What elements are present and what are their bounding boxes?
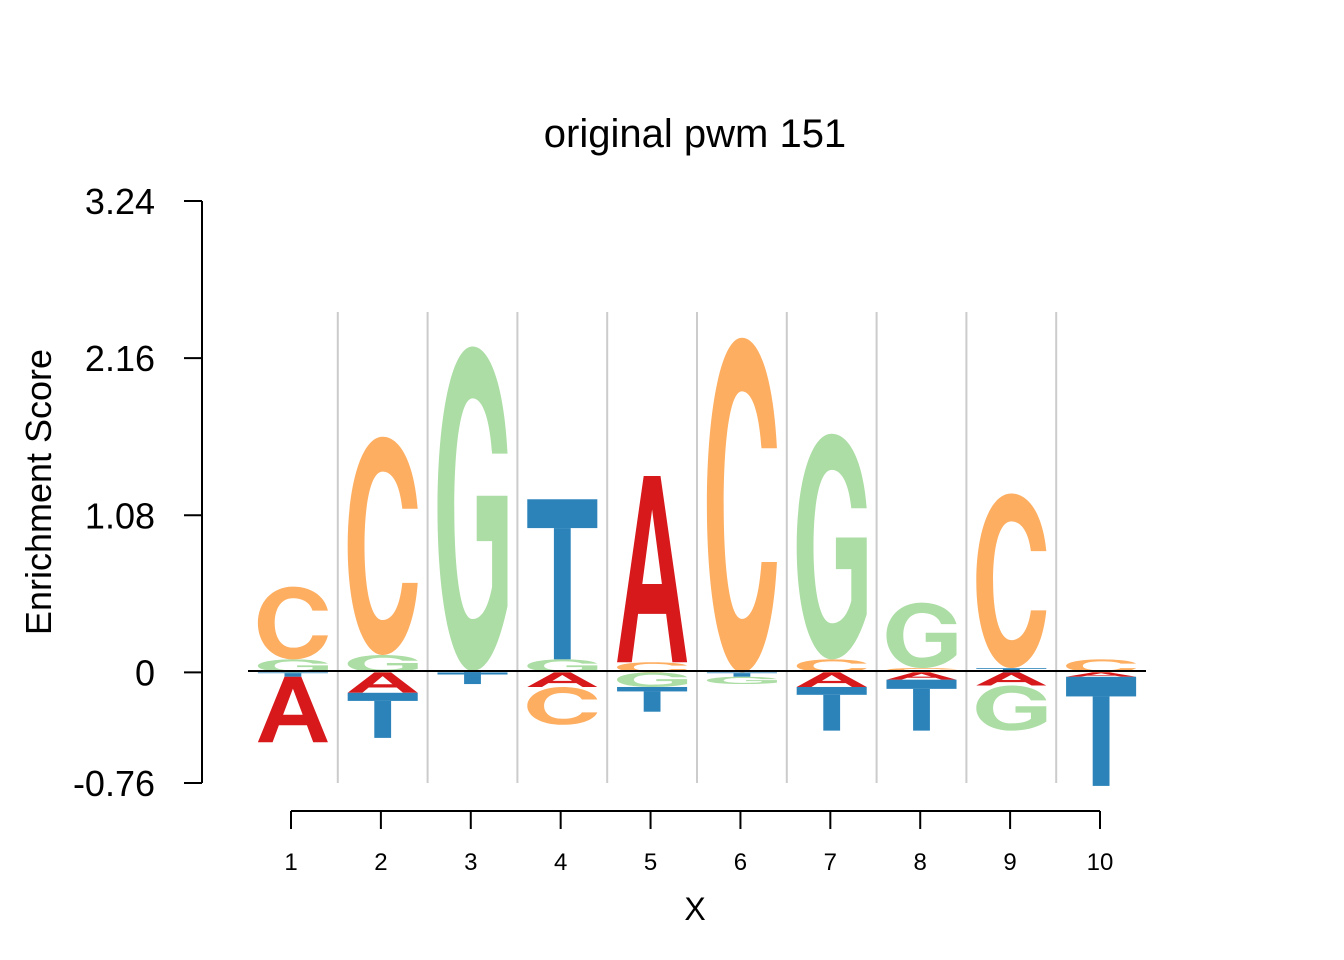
letter-G	[437, 346, 508, 671]
y-axis: 3.24 2.16 1.08 0 -0.76	[73, 181, 203, 804]
x-axis-label: X	[684, 891, 705, 927]
y-tick-label: 0	[135, 652, 155, 693]
letter-A	[617, 475, 688, 663]
letter-T	[257, 672, 328, 677]
letter-G	[886, 602, 957, 669]
x-tick-label: 2	[374, 849, 387, 876]
letter-A	[347, 672, 418, 693]
y-tick-label: 2.16	[85, 338, 155, 379]
letter-G	[347, 654, 418, 673]
letter-T	[1066, 676, 1137, 786]
letter-T	[437, 672, 508, 685]
letter-C	[347, 436, 418, 655]
y-tick-label: -0.76	[73, 763, 155, 804]
letter-G	[617, 672, 688, 687]
letter-T	[617, 686, 688, 712]
letter-T	[796, 686, 867, 731]
x-tick-label: 7	[824, 849, 837, 876]
letter-C	[527, 686, 598, 725]
letter-G	[706, 676, 777, 685]
column-separators	[336, 312, 1058, 783]
letter-T	[527, 499, 598, 660]
letter-G	[796, 433, 867, 660]
letter-C	[796, 659, 867, 673]
x-tick-label: 10	[1087, 849, 1114, 876]
letter-C	[706, 337, 777, 673]
letter-A	[796, 672, 867, 687]
letter-C	[257, 586, 328, 660]
x-tick-label: 1	[284, 849, 297, 876]
letter-G	[976, 685, 1047, 731]
letter-C	[617, 662, 688, 673]
x-tick-label: 6	[734, 849, 747, 876]
x-tick-label: 4	[554, 849, 567, 876]
letter-G	[527, 659, 598, 673]
x-tick-label: 5	[644, 849, 657, 876]
y-axis-label: Enrichment Score	[18, 349, 59, 635]
y-tick-label: 3.24	[85, 181, 155, 222]
letter-C	[1066, 659, 1137, 673]
letter-T	[886, 679, 957, 731]
chart-title: original pwm 151	[544, 112, 846, 156]
letter-A	[976, 672, 1047, 686]
x-tick-label: 8	[914, 849, 927, 876]
logo-columns	[257, 337, 1137, 786]
letter-G	[257, 659, 328, 673]
letter-A	[527, 672, 598, 687]
x-axis: 1 2 3 4 5 6 7 8 9 10	[284, 810, 1114, 876]
letter-A	[886, 672, 957, 680]
letter-T	[347, 692, 418, 738]
letter-C	[976, 493, 1047, 669]
x-tick-label: 9	[1003, 849, 1016, 876]
letter-A	[1066, 672, 1137, 677]
x-tick-label: 3	[464, 849, 477, 876]
letter-T	[706, 672, 777, 677]
letter-A	[257, 676, 328, 743]
y-tick-label: 1.08	[85, 495, 155, 536]
